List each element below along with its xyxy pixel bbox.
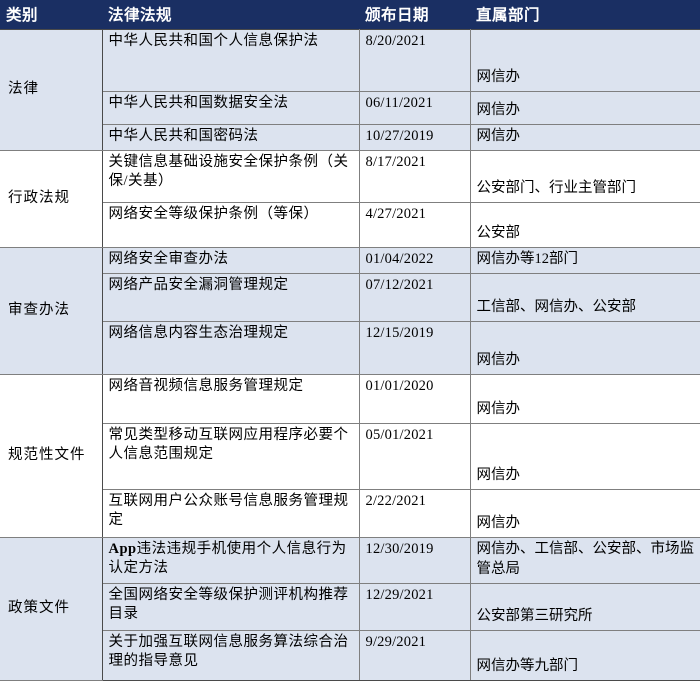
cell-category: 规范性文件 [0, 373, 103, 538]
cell-category: 政策文件 [0, 536, 103, 681]
cell-department: 网信办等九部门 [470, 630, 700, 681]
cell-department: 网信办 [470, 373, 700, 424]
cell-law-name: 全国网络安全等级保护测评机构推荐目录 [102, 583, 360, 631]
column-header-category: 类别 [0, 0, 102, 30]
table-row: 互联网用户公众账号信息服务管理规定 2/22/2021 网信办 [0, 489, 700, 538]
column-header-date: 颁布日期 [359, 0, 470, 30]
table-row: 全国网络安全等级保护测评机构推荐目录 12/29/2021 公安部第三研究所 [0, 583, 700, 631]
cell-law-name: 网络安全等级保护条例（等保） [102, 202, 360, 248]
cell-department: 公安部第三研究所 [470, 583, 700, 631]
cell-publish-date: 12/29/2021 [359, 583, 471, 631]
cell-publish-date: 01/01/2020 [359, 373, 471, 424]
cell-category: 审查办法 [0, 246, 103, 375]
cell-law-name: 中华人民共和国密码法 [102, 124, 360, 151]
cell-publish-date: 8/20/2021 [359, 29, 471, 92]
table-header: 类别 法律法规 颁布日期 直属部门 [0, 0, 700, 30]
cell-law-name: 网络信息内容生态治理规定 [102, 321, 360, 375]
law-name-bold-prefix: App [108, 540, 137, 557]
column-header-dept: 直属部门 [470, 0, 700, 30]
cell-law-name: 中华人民共和国个人信息保护法 [102, 29, 360, 92]
cell-department: 网信办 [470, 124, 700, 151]
cell-law-name: 常见类型移动互联网应用程序必要个人信息范围规定 [102, 423, 360, 490]
cell-department: 网信办等12部门 [470, 246, 700, 274]
cell-law-name: 互联网用户公众账号信息服务管理规定 [102, 489, 360, 538]
cell-publish-date: 12/30/2019 [359, 536, 471, 584]
table-row: 政策文件 App违法违规手机使用个人信息行为认定方法 12/30/2019 网信办、工… [0, 536, 700, 681]
cell-publish-date: 2/22/2021 [359, 489, 471, 538]
header-row: 类别 法律法规 颁布日期 直属部门 [0, 0, 700, 30]
cell-department: 网信办 [470, 489, 700, 538]
table-body: 法律 中华人民共和国个人信息保护法 8/20/2021 网信办 中华人民共和国数据安全法… [0, 29, 700, 681]
table-row: 中华人民共和国数据安全法 06/11/2021 网信办 [0, 91, 700, 125]
cell-department: 工信部、网信办、公安部 [470, 273, 700, 322]
table-row: 审查办法 网络安全审查办法 01/04/2022 网信办等12部门 [0, 246, 700, 375]
cell-publish-date: 4/27/2021 [359, 202, 471, 248]
cell-publish-date: 01/04/2022 [359, 246, 471, 274]
cell-law-name: 网络产品安全漏洞管理规定 [102, 273, 360, 322]
table-row: 法律 中华人民共和国个人信息保护法 8/20/2021 网信办 [0, 29, 700, 151]
cell-law-name: 关键信息基础设施安全保护条例（关保/关基） [102, 149, 360, 203]
cell-category: 法律 [0, 29, 103, 151]
cell-department: 网信办 [470, 423, 700, 490]
cell-publish-date: 05/01/2021 [359, 423, 471, 490]
cell-publish-date: 06/11/2021 [359, 91, 471, 125]
table-row: 规范性文件 网络音视频信息服务管理规定 01/01/2020 网信办 [0, 373, 700, 538]
cell-law-name: 关于加强互联网信息服务算法综合治理的指导意见 [102, 630, 360, 681]
table-row: 中华人民共和国密码法 10/27/2019 网信办 [0, 124, 700, 151]
cell-category: 行政法规 [0, 149, 103, 248]
table-row: 常见类型移动互联网应用程序必要个人信息范围规定 05/01/2021 网信办 [0, 423, 700, 490]
table-row: 行政法规 关键信息基础设施安全保护条例（关保/关基） 8/17/2021 公安部门、行… [0, 149, 700, 248]
cell-department: 网信办 [470, 29, 700, 92]
cell-department: 网信办、工信部、公安部、市场监管总局 [470, 536, 700, 584]
column-header-law: 法律法规 [102, 0, 359, 30]
cell-publish-date: 12/15/2019 [359, 321, 471, 375]
cell-department: 网信办 [470, 91, 700, 125]
table-row: 网络安全等级保护条例（等保） 4/27/2021 公安部 [0, 202, 700, 248]
cell-law-name: 网络音视频信息服务管理规定 [102, 373, 360, 424]
table-row: 网络信息内容生态治理规定 12/15/2019 网信办 [0, 321, 700, 375]
cell-law-name: App违法违规手机使用个人信息行为认定方法 [102, 536, 360, 584]
cell-department: 网信办 [470, 321, 700, 375]
cell-department: 公安部门、行业主管部门 [470, 149, 700, 203]
cell-publish-date: 07/12/2021 [359, 273, 471, 322]
cell-law-name: 网络安全审查办法 [102, 246, 360, 274]
cell-law-name: 中华人民共和国数据安全法 [102, 91, 360, 125]
cell-publish-date: 8/17/2021 [359, 149, 471, 203]
table-row: 关于加强互联网信息服务算法综合治理的指导意见 9/29/2021 网信办等九部门 [0, 630, 700, 681]
cell-publish-date: 10/27/2019 [359, 124, 471, 151]
cell-department: 公安部 [470, 202, 700, 248]
table-row: 网络产品安全漏洞管理规定 07/12/2021 工信部、网信办、公安部 [0, 273, 700, 322]
